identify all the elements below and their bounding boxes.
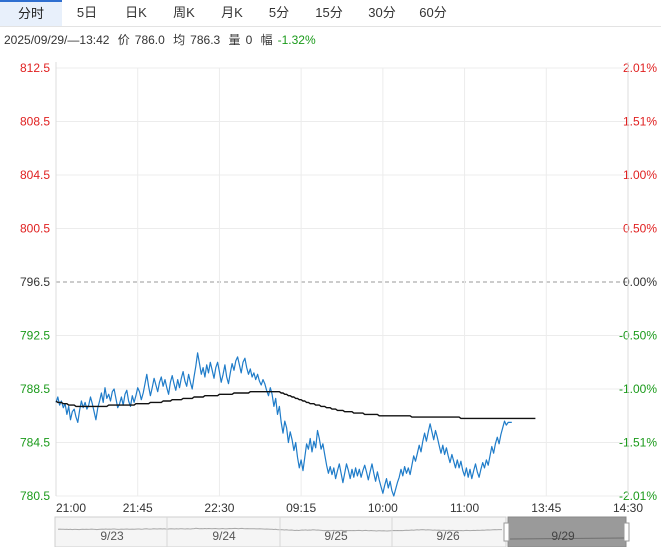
- x-tick-label: 11:00: [450, 501, 479, 515]
- pct-tick-label: -1.51%: [619, 436, 657, 450]
- y-tick-label: 800.5: [20, 222, 50, 236]
- pct-tick-label: 1.00%: [623, 168, 657, 182]
- x-tick-label: 10:00: [368, 501, 398, 515]
- info-change-label: 幅: [260, 33, 273, 47]
- period-tab-bar: 分时 5日 日K 周K 月K 5分 15分 30分 60分: [0, 0, 661, 27]
- pct-tick-label: 0.00%: [623, 275, 657, 289]
- y-tick-label: 812.5: [20, 61, 50, 75]
- pct-tick-label: 1.51%: [623, 115, 657, 129]
- avg-line: [55, 391, 536, 420]
- navigator-date-label: 9/26: [436, 529, 460, 543]
- navigator-date-label: 9/23: [100, 529, 124, 543]
- info-change: -1.32%: [277, 33, 316, 47]
- navigator-date-label: 9/29: [551, 529, 575, 543]
- x-tick-label: 21:45: [123, 501, 153, 515]
- y-tick-label: 796.5: [20, 275, 50, 289]
- navigator-date-label: 9/25: [324, 529, 348, 543]
- y-tick-label: 808.5: [20, 115, 50, 129]
- tab-1[interactable]: 5日: [76, 5, 98, 20]
- tab-3[interactable]: 周K: [173, 5, 195, 20]
- info-price: 786.0: [134, 33, 165, 47]
- pct-tick-label: -0.50%: [619, 329, 657, 343]
- price-line: [55, 352, 512, 497]
- x-tick-label: 21:00: [56, 501, 86, 515]
- y-tick-label: 792.5: [20, 329, 50, 343]
- pct-tick-label: -2.01%: [619, 489, 657, 503]
- pct-tick-label: -1.00%: [619, 382, 657, 396]
- navigator-date-label: 9/24: [212, 529, 236, 543]
- y-tick-label: 804.5: [20, 168, 50, 182]
- info-volume-label: 量: [228, 33, 241, 47]
- navigator-right-handle[interactable]: [623, 522, 630, 542]
- navigator-window[interactable]: [507, 516, 627, 547]
- pct-tick-label: 2.01%: [623, 61, 657, 75]
- tab-8[interactable]: 60分: [419, 5, 447, 20]
- info-price-label: 价: [117, 33, 130, 47]
- info-volume: 0: [245, 33, 253, 47]
- tab-0[interactable]: 分时: [0, 0, 62, 26]
- navigator-left-handle[interactable]: [503, 522, 510, 542]
- info-avg: 786.3: [190, 33, 221, 47]
- y-tick-label: 784.5: [20, 436, 50, 450]
- tab-2[interactable]: 日K: [125, 5, 147, 20]
- info-avg-label: 均: [173, 33, 186, 47]
- info-datetime: 2025/09/29/—13:42: [4, 33, 110, 47]
- tab-5[interactable]: 5分: [268, 5, 290, 20]
- pct-tick-label: 0.50%: [623, 222, 657, 236]
- x-tick-label: 22:30: [204, 501, 234, 515]
- x-tick-label: 14:30: [613, 501, 643, 515]
- tab-7[interactable]: 30分: [368, 5, 396, 20]
- navigator-window-line: [509, 537, 625, 540]
- tab-6[interactable]: 15分: [315, 5, 343, 20]
- x-tick-label: 13:45: [531, 501, 561, 515]
- x-tick-label: 09:15: [286, 501, 316, 515]
- y-tick-label: 788.5: [20, 382, 50, 396]
- tab-4[interactable]: 月K: [221, 5, 243, 20]
- y-tick-label: 780.5: [20, 489, 50, 503]
